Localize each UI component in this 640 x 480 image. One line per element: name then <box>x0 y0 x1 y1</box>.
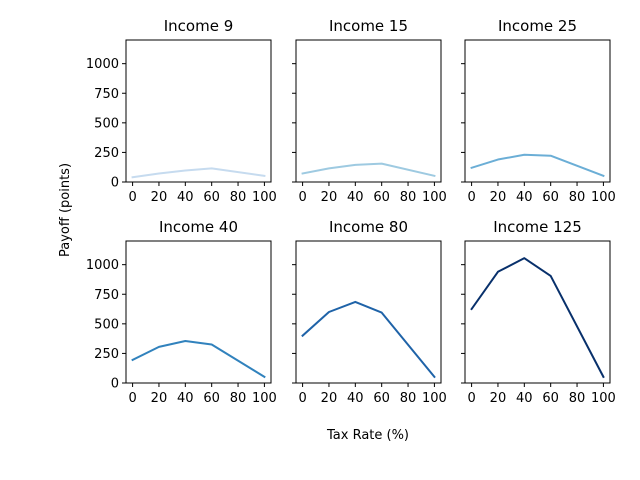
x-axis-label: Tax Rate (%) <box>326 428 409 443</box>
y-tick-label: 250 <box>94 146 119 161</box>
y-tick-label: 1000 <box>86 57 119 72</box>
series-line <box>301 162 436 178</box>
series-line <box>131 339 266 379</box>
x-tick-label: 100 <box>422 391 447 406</box>
y-tick-label: 250 <box>94 347 119 362</box>
y-tick-label: 500 <box>94 116 119 131</box>
x-tick-label: 60 <box>542 190 559 205</box>
x-tick-label: 20 <box>151 190 168 205</box>
y-tick-label: 750 <box>94 87 119 102</box>
panel-5: Income 80 0 20 40 60 80 100 <box>292 218 447 406</box>
panel-6: Income 125 0 20 40 60 80 100 <box>461 218 616 406</box>
panel-title: Income 125 <box>493 218 582 236</box>
panels-group: Income 90 20 40 60 80 10002505007501000Income… <box>86 17 616 406</box>
x-tick-label: 80 <box>400 391 417 406</box>
x-tick-label: 100 <box>252 391 277 406</box>
x-tick-label: 0 <box>467 391 475 406</box>
x-tick-label: 20 <box>321 190 338 205</box>
axes-frame <box>295 240 442 384</box>
x-tick-label: 0 <box>128 190 136 205</box>
axes-frame <box>464 240 611 384</box>
x-tick-label: 0 <box>298 391 306 406</box>
x-tick-label: 80 <box>230 391 247 406</box>
y-axis-label: Payoff (points) <box>58 163 73 257</box>
x-tick-label: 100 <box>591 190 616 205</box>
panel-title: Income 9 <box>164 17 234 35</box>
x-tick-label: 100 <box>591 391 616 406</box>
y-tick-label: 0 <box>111 176 119 191</box>
panel-2: Income 15 0 20 40 60 80 100 <box>292 17 447 205</box>
x-tick-label: 80 <box>400 190 417 205</box>
axes-frame <box>125 240 272 384</box>
panel-title: Income 15 <box>329 17 408 35</box>
y-tick-label: 1000 <box>86 258 119 273</box>
panel-3: Income 25 0 20 40 60 80 100 <box>461 17 616 205</box>
series-line <box>470 257 605 379</box>
series-line <box>301 300 436 379</box>
x-tick-label: 80 <box>569 190 586 205</box>
x-tick-label: 0 <box>467 190 475 205</box>
x-tick-label: 0 <box>298 190 306 205</box>
x-tick-label: 0 <box>128 391 136 406</box>
x-tick-label: 40 <box>347 190 364 205</box>
y-tick-label: 500 <box>94 317 119 332</box>
axes-frame <box>464 39 611 183</box>
axes-frame <box>295 39 442 183</box>
x-tick-label: 60 <box>203 391 220 406</box>
x-tick-label: 60 <box>373 190 390 205</box>
x-tick-label: 20 <box>151 391 168 406</box>
panel-title: Income 25 <box>498 17 577 35</box>
x-tick-label: 60 <box>373 391 390 406</box>
series-line <box>470 153 605 178</box>
x-tick-label: 40 <box>177 391 194 406</box>
x-tick-label: 20 <box>321 391 338 406</box>
x-tick-label: 100 <box>422 190 447 205</box>
x-tick-label: 40 <box>177 190 194 205</box>
axes-frame <box>125 39 272 183</box>
x-tick-label: 20 <box>490 391 507 406</box>
x-tick-label: 80 <box>569 391 586 406</box>
x-tick-label: 40 <box>516 190 533 205</box>
panel-title: Income 80 <box>329 218 408 236</box>
y-tick-label: 750 <box>94 288 119 303</box>
x-tick-label: 60 <box>542 391 559 406</box>
x-tick-label: 40 <box>347 391 364 406</box>
panel-title: Income 40 <box>159 218 238 236</box>
y-tick-label: 0 <box>111 377 119 392</box>
x-tick-label: 80 <box>230 190 247 205</box>
x-tick-label: 20 <box>490 190 507 205</box>
x-tick-label: 40 <box>516 391 533 406</box>
x-tick-label: 100 <box>252 190 277 205</box>
series-line <box>131 167 266 179</box>
x-tick-label: 60 <box>203 190 220 205</box>
